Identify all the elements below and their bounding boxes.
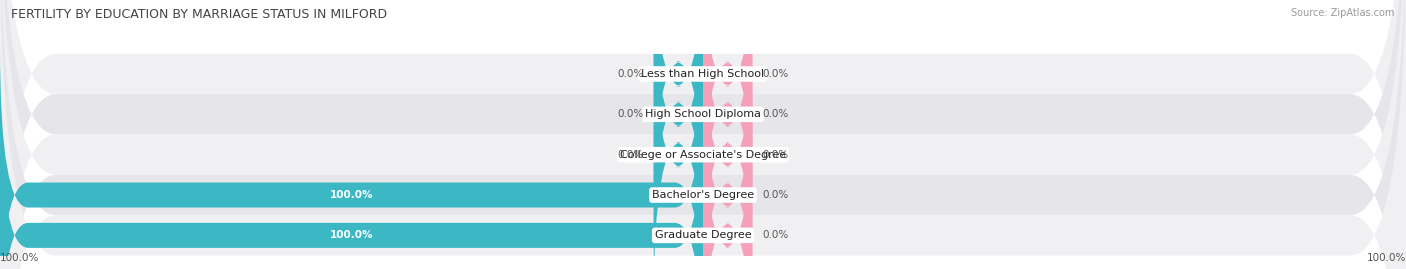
FancyBboxPatch shape [703,0,752,223]
FancyBboxPatch shape [703,86,752,269]
Text: Bachelor's Degree: Bachelor's Degree [652,190,754,200]
FancyBboxPatch shape [654,0,703,223]
Text: College or Associate's Degree: College or Associate's Degree [620,150,786,160]
FancyBboxPatch shape [0,86,703,269]
Text: High School Diploma: High School Diploma [645,109,761,119]
Text: 0.0%: 0.0% [762,109,789,119]
FancyBboxPatch shape [703,6,752,269]
Text: 100.0%: 100.0% [1367,253,1406,263]
Text: 100.0%: 100.0% [0,253,39,263]
FancyBboxPatch shape [0,46,703,269]
Text: 100.0%: 100.0% [330,230,373,240]
Text: Less than High School: Less than High School [641,69,765,79]
Text: 0.0%: 0.0% [762,69,789,79]
FancyBboxPatch shape [654,6,703,269]
Text: FERTILITY BY EDUCATION BY MARRIAGE STATUS IN MILFORD: FERTILITY BY EDUCATION BY MARRIAGE STATU… [11,8,388,21]
Text: 0.0%: 0.0% [617,150,644,160]
Text: 0.0%: 0.0% [617,69,644,79]
FancyBboxPatch shape [654,0,703,263]
Text: 100.0%: 100.0% [330,190,373,200]
FancyBboxPatch shape [703,0,752,263]
Text: 0.0%: 0.0% [617,109,644,119]
Text: 0.0%: 0.0% [762,150,789,160]
Text: Source: ZipAtlas.com: Source: ZipAtlas.com [1291,8,1395,18]
FancyBboxPatch shape [703,46,752,269]
Text: 0.0%: 0.0% [762,190,789,200]
Text: 0.0%: 0.0% [762,230,789,240]
Text: Graduate Degree: Graduate Degree [655,230,751,240]
